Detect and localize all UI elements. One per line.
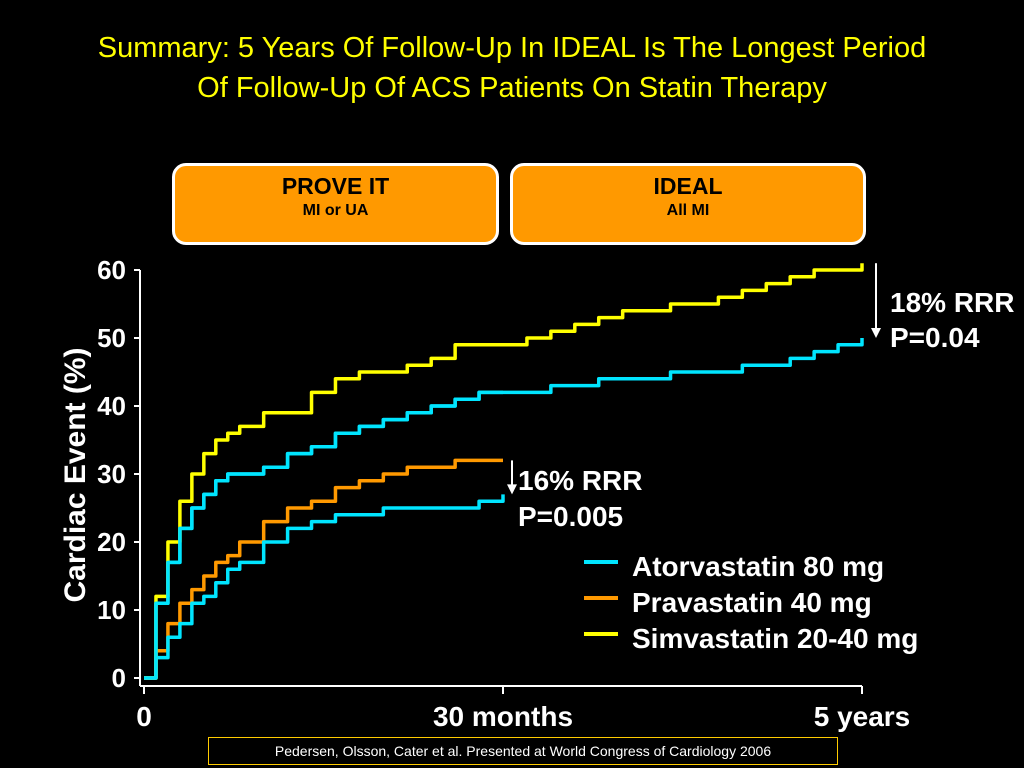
y-tick-label: 60 [97, 255, 126, 285]
prove-it-label: PROVE IT [281, 173, 390, 199]
series-line-0 [144, 390, 503, 680]
series-line-4 [144, 338, 864, 680]
y-tick-label: 50 [97, 323, 126, 353]
ideal-p-value: P=0.04 [890, 322, 980, 353]
title-line-1: Summary: 5 Years Of Follow-Up In IDEAL I… [97, 32, 927, 64]
ideal-label: IDEAL [653, 173, 723, 199]
legend-label-1: Pravastatin 40 mg [632, 587, 872, 618]
y-tick-label: 30 [97, 459, 126, 489]
prove-p-value: P=0.005 [518, 501, 623, 532]
chart-series [144, 263, 864, 680]
series-line-1 [144, 458, 503, 680]
ideal-arrow-head [871, 328, 881, 338]
y-tick-label: 20 [97, 527, 126, 557]
y-tick-label: 0 [112, 663, 126, 693]
y-tick-label: 40 [97, 391, 126, 421]
prove-rrr-label: 16% RRR [518, 465, 642, 496]
chart-annotations: 18% RRR P=0.04 16% RRR P=0.005 [507, 263, 1014, 532]
ideal-box: IDEAL All MI [510, 163, 866, 245]
legend-label-0: Atorvastatin 80 mg [632, 551, 884, 582]
ideal-rrr-label: 18% RRR [890, 287, 1014, 318]
series-line-2 [144, 494, 505, 680]
chart-legend: Atorvastatin 80 mg Pravastatin 40 mg Simva… [584, 551, 918, 654]
prove-arrow-head [507, 484, 517, 495]
x-tick-label: 5 years [814, 701, 911, 732]
y-axis-label: Cardiac Event (%) [59, 347, 92, 602]
y-tick-label: 10 [97, 595, 126, 625]
legend-label-2: Simvastatin 20-40 mg [632, 623, 918, 654]
prove-it-sublabel: MI or UA [302, 202, 369, 219]
series-line-3 [144, 263, 864, 680]
x-tick-label: 30 months [433, 701, 573, 732]
prove-it-box: PROVE IT MI or UA [172, 163, 499, 245]
slide-title: Summary: 5 Years Of Follow-Up In IDEAL I… [0, 28, 1024, 108]
x-tick-label: 0 [136, 701, 152, 732]
chart-axes: 0 10 20 30 40 50 60 0 30 months 5 years [97, 255, 910, 732]
title-line-2: Of Follow-Up Of ACS Patients On Statin T… [197, 72, 827, 104]
source-citation: Pedersen, Olsson, Cater et al. Presented… [208, 737, 838, 765]
ideal-sublabel: All MI [666, 202, 710, 219]
